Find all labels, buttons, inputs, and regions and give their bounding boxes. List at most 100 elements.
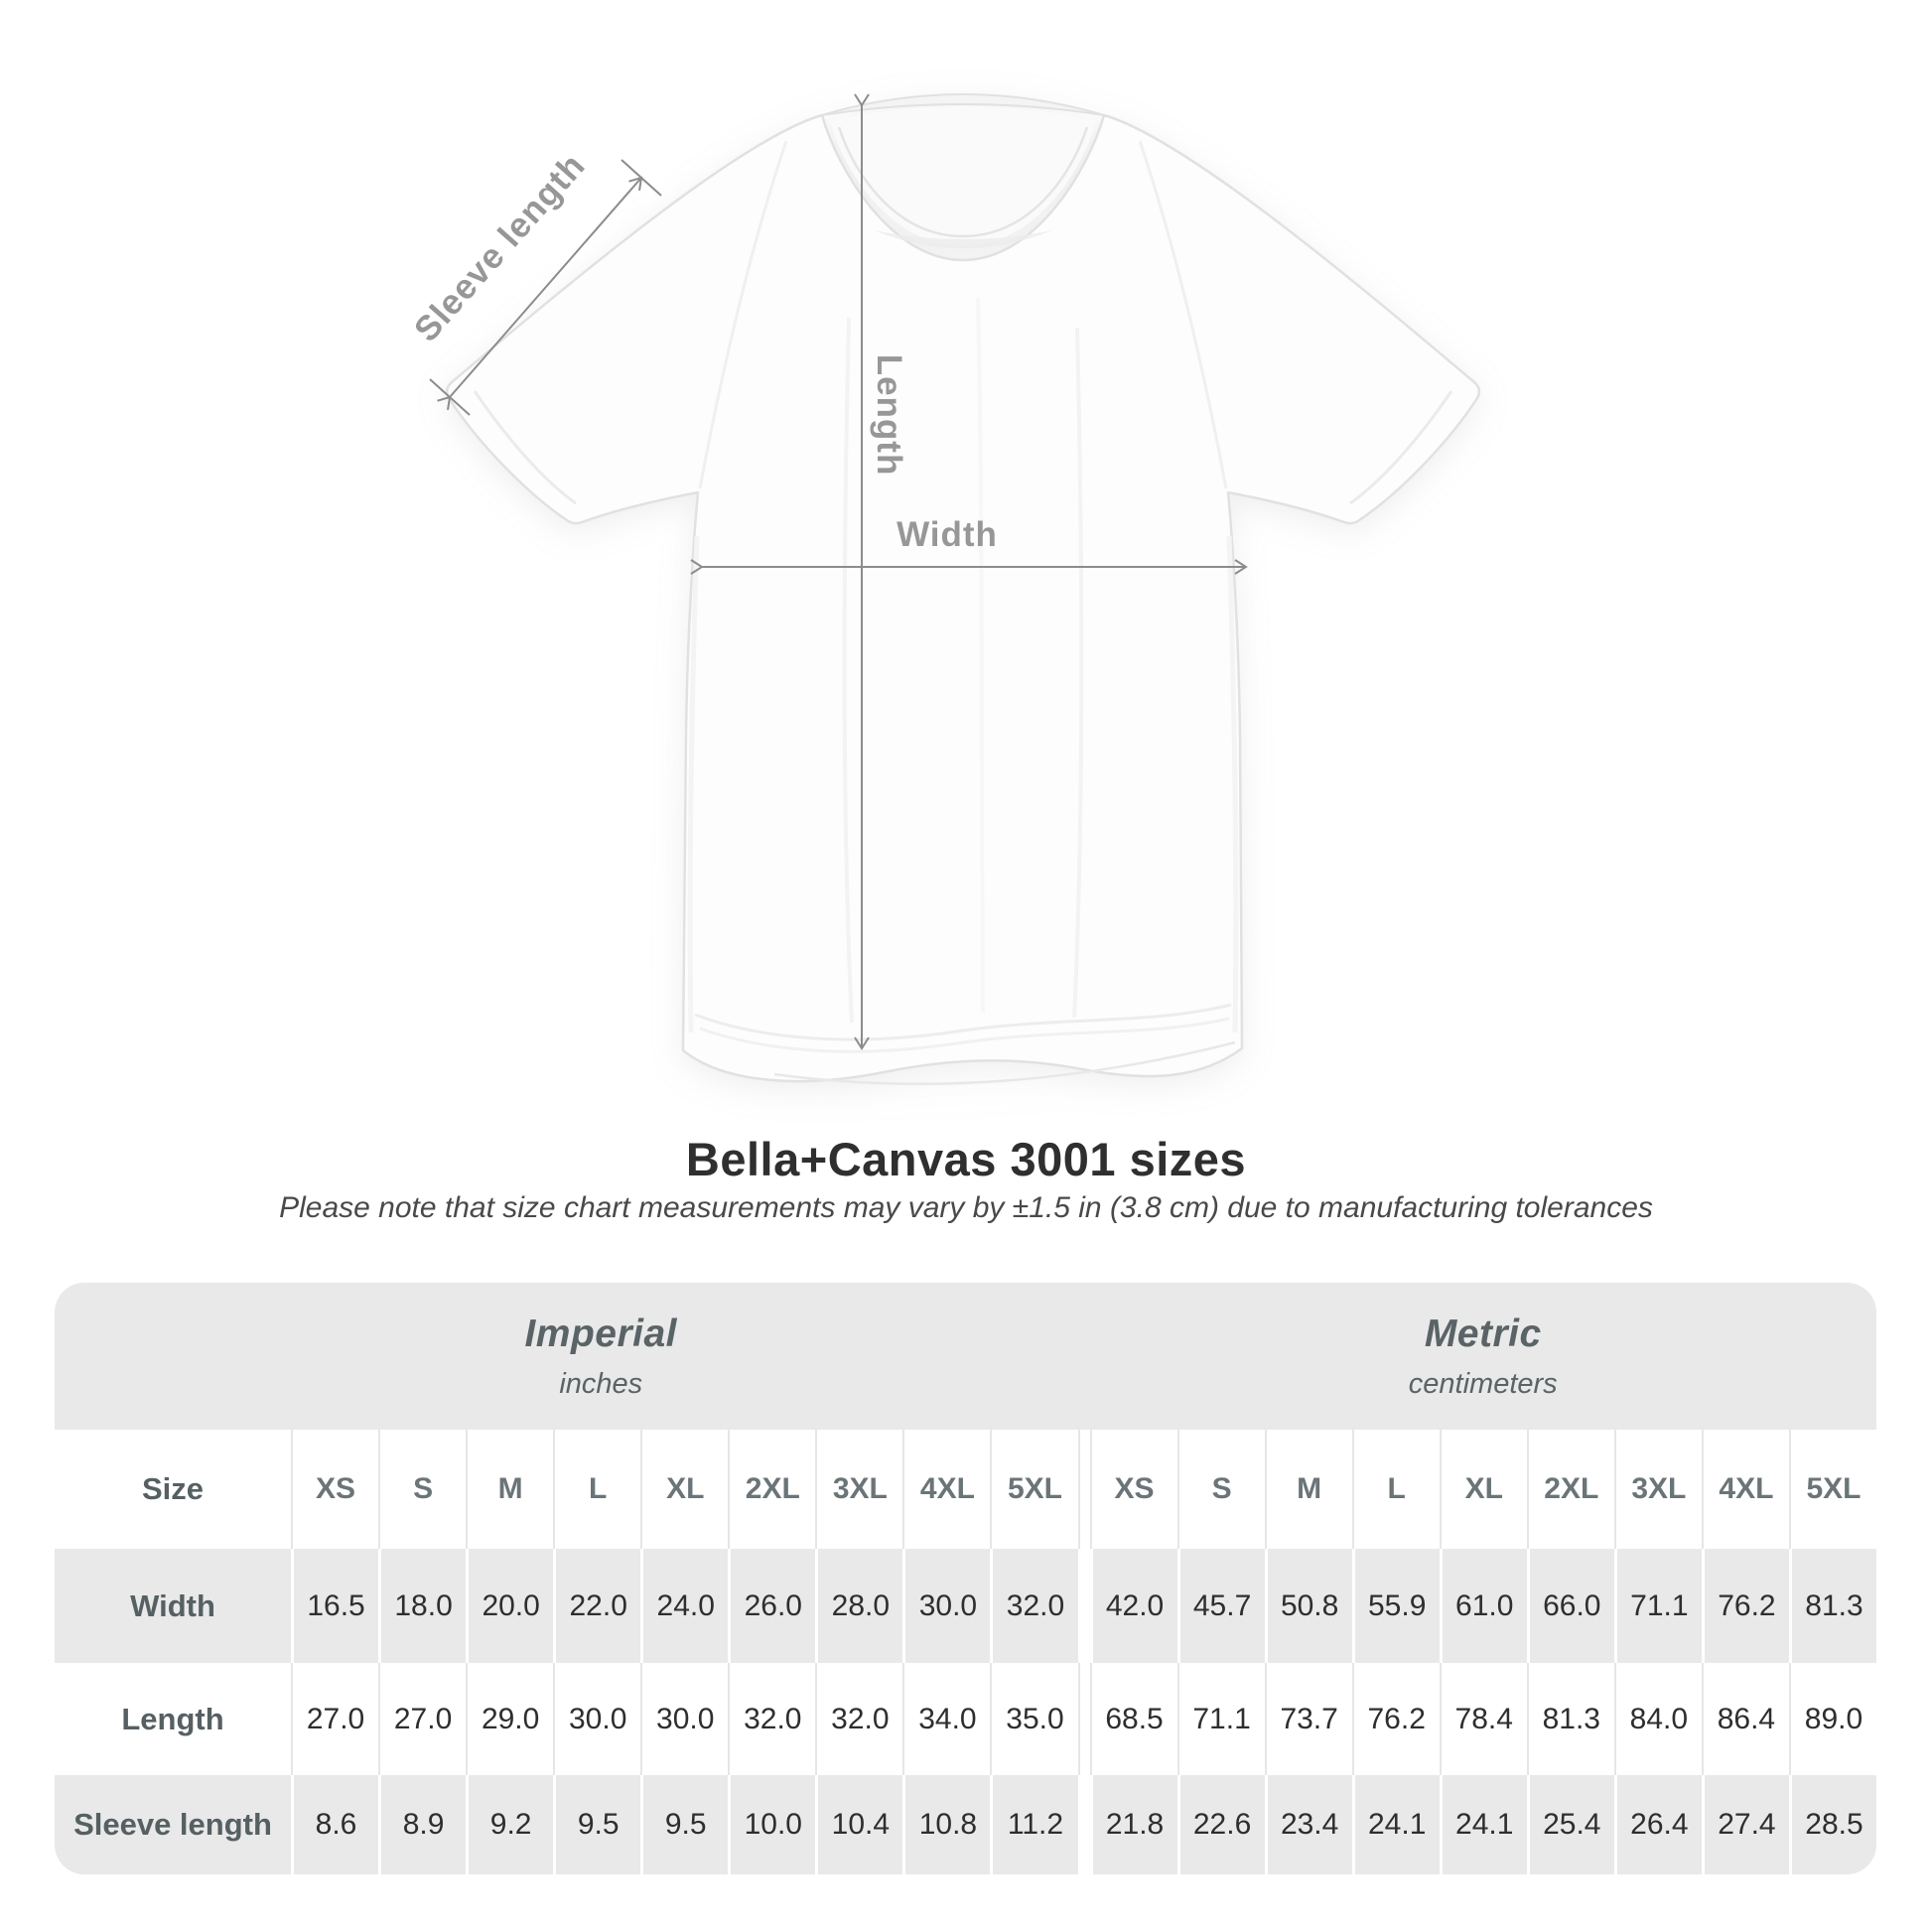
group-gap: [1077, 1283, 1090, 1430]
size-col-header-imperial: XL: [640, 1430, 729, 1549]
value-cell: 10.4: [815, 1775, 903, 1874]
row-label: Sleeve length: [55, 1775, 291, 1874]
value-cell: 8.6: [291, 1775, 379, 1874]
value-cell: 45.7: [1176, 1549, 1265, 1663]
page-title: Bella+Canvas 3001 sizes: [685, 1133, 1247, 1185]
value-cell: 10.8: [902, 1775, 991, 1874]
value-cell: 50.8: [1264, 1549, 1352, 1663]
value-cell: 81.3: [1526, 1663, 1614, 1775]
page-subtitle: Please note that size chart measurements…: [279, 1191, 1653, 1224]
side-shade: [1226, 535, 1239, 1034]
value-cell: 55.9: [1351, 1549, 1440, 1663]
value-cell: 10.0: [728, 1775, 816, 1874]
value-cell: 35.0: [990, 1663, 1078, 1775]
tshirt-neck-shadow: [874, 230, 1052, 248]
row-label: Length: [55, 1663, 291, 1775]
value-cell: 22.0: [553, 1549, 641, 1663]
value-cell: 23.4: [1264, 1775, 1352, 1874]
value-cell: 30.0: [553, 1663, 641, 1775]
value-cell: 84.0: [1613, 1663, 1702, 1775]
imperial-group-unit: inches: [559, 1367, 643, 1400]
value-cell: 32.0: [815, 1663, 903, 1775]
tshirt-back-collar: [821, 93, 1105, 116]
value-cell: 30.0: [640, 1663, 729, 1775]
right-cuff-seam: [1349, 390, 1453, 505]
size-col-header-metric: L: [1351, 1430, 1440, 1549]
value-cell: 21.8: [1089, 1775, 1177, 1874]
size-col-header-imperial: L: [553, 1430, 641, 1549]
value-cell: 34.0: [902, 1663, 991, 1775]
value-cell: 76.2: [1701, 1549, 1789, 1663]
hem-stitch: [699, 1017, 1230, 1053]
size-row-label: Size: [55, 1430, 291, 1549]
row-label: Width: [55, 1549, 291, 1663]
value-cell: 9.5: [640, 1775, 729, 1874]
value-cell: 20.0: [466, 1549, 554, 1663]
value-cell: 76.2: [1351, 1663, 1440, 1775]
value-cell: 71.1: [1176, 1663, 1265, 1775]
sleeve-arrow-end-tick: [429, 378, 471, 416]
value-cell: 16.5: [291, 1549, 379, 1663]
group-gap: [1077, 1549, 1090, 1663]
size-col-header-imperial: 2XL: [728, 1430, 816, 1549]
imperial-group-title: Imperial: [524, 1311, 678, 1355]
size-col-header-imperial: 3XL: [815, 1430, 903, 1549]
value-cell: 61.0: [1439, 1549, 1527, 1663]
value-cell: 18.0: [378, 1549, 467, 1663]
value-cell: 26.4: [1613, 1775, 1702, 1874]
value-cell: 32.0: [728, 1663, 816, 1775]
right-armhole-seam: [1138, 140, 1228, 489]
measurement-annotations: [429, 93, 1248, 1050]
tshirt-measurement-diagram: Sleeve length Length Width: [407, 93, 1481, 1086]
tshirt-illustration: [445, 93, 1481, 1086]
size-col-header-imperial: 5XL: [990, 1430, 1078, 1549]
size-col-header-metric: XS: [1089, 1430, 1177, 1549]
value-cell: 9.5: [553, 1775, 641, 1874]
value-cell: 68.5: [1089, 1663, 1177, 1775]
value-cell: 73.7: [1264, 1663, 1352, 1775]
back-hem-edge: [773, 1040, 1236, 1086]
size-col-header-metric: 3XL: [1613, 1430, 1702, 1549]
value-cell: 24.0: [640, 1549, 729, 1663]
tshirt-body: [445, 113, 1481, 1083]
value-cell: 9.2: [466, 1775, 554, 1874]
metric-group-title: Metric: [1424, 1311, 1542, 1355]
size-table: Imperial inches Metric centimeters Size …: [55, 1283, 1876, 1874]
group-gap: [1077, 1775, 1090, 1874]
size-col-header-metric: M: [1264, 1430, 1352, 1549]
group-gap: [1077, 1663, 1090, 1775]
value-cell: 78.4: [1439, 1663, 1527, 1775]
size-col-header-imperial: S: [378, 1430, 467, 1549]
imperial-group-header: Imperial inches: [55, 1283, 1078, 1430]
size-col-header-imperial: M: [466, 1430, 554, 1549]
fold-line: [1072, 327, 1084, 1019]
value-cell: 27.0: [291, 1663, 379, 1775]
metric-group-unit: centimeters: [1408, 1367, 1558, 1400]
side-shade: [687, 535, 700, 1034]
fold-line: [842, 317, 854, 1024]
value-cell: 89.0: [1788, 1663, 1876, 1775]
value-cell: 29.0: [466, 1663, 554, 1775]
value-cell: 71.1: [1613, 1549, 1702, 1663]
metric-group-header: Metric centimeters: [1089, 1283, 1876, 1430]
length-label: Length: [870, 354, 908, 477]
fold-line: [976, 297, 985, 1014]
value-cell: 27.0: [378, 1663, 467, 1775]
size-col-header-metric: 4XL: [1701, 1430, 1789, 1549]
size-col-header-metric: 5XL: [1788, 1430, 1876, 1549]
value-cell: 24.1: [1351, 1775, 1440, 1874]
value-cell: 32.0: [990, 1549, 1078, 1663]
value-cell: 25.4: [1526, 1775, 1614, 1874]
size-col-header-metric: 2XL: [1526, 1430, 1614, 1549]
tshirt-neck-interior: [830, 106, 1096, 246]
value-cell: 66.0: [1526, 1549, 1614, 1663]
hem-stitch: [694, 1003, 1232, 1041]
value-cell: 27.4: [1701, 1775, 1789, 1874]
size-col-header-metric: S: [1176, 1430, 1265, 1549]
value-cell: 22.6: [1176, 1775, 1265, 1874]
value-cell: 28.0: [815, 1549, 903, 1663]
value-cell: 30.0: [902, 1549, 991, 1663]
size-col-header-imperial: 4XL: [902, 1430, 991, 1549]
value-cell: 86.4: [1701, 1663, 1789, 1775]
size-col-header-imperial: XS: [291, 1430, 379, 1549]
